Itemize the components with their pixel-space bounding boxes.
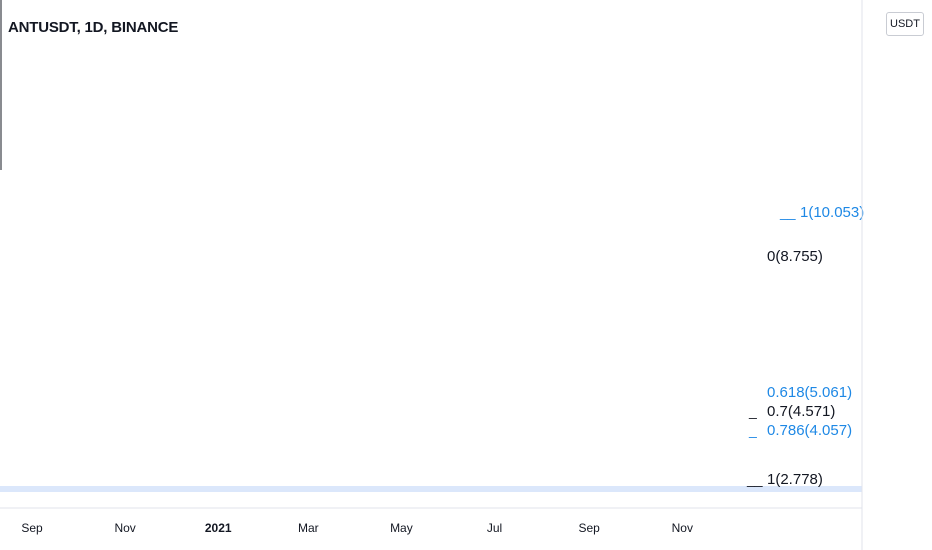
fib-level-label: __ 1(10.053): [779, 204, 864, 221]
x-tick-label: 2021: [205, 521, 232, 535]
fib-label-prefix: _: [748, 422, 757, 438]
x-tick-label: Nov: [114, 521, 135, 535]
currency-button[interactable]: USDT: [886, 12, 924, 36]
fib-label-text: 0.786(4.057): [767, 422, 852, 439]
fib-label-text: 1(2.778): [767, 471, 823, 488]
fib-label-prefix: __: [746, 471, 763, 487]
x-tick-label: May: [390, 521, 413, 535]
fib-label-text: 1(10.053): [800, 204, 864, 221]
fib-label-text: 0(8.755): [767, 248, 823, 265]
support-band: [0, 486, 862, 492]
x-tick-label: Sep: [21, 521, 43, 535]
fib-label-prefix: _: [748, 403, 757, 419]
x-tick-label: Nov: [672, 521, 693, 535]
fib-level-label: _ 0.7(4.571): [748, 403, 835, 420]
fib-label-prefix: __: [779, 204, 796, 220]
fib-label-text: 0.7(4.571): [767, 403, 835, 420]
fib-level-label: 0(8.755): [767, 248, 823, 265]
fib-level-label: _ 0.786(4.057): [748, 422, 852, 439]
fib-label-text: 0.618(5.061): [767, 384, 852, 401]
fib-level-label: __ 1(2.778): [746, 471, 823, 488]
x-tick-label: Sep: [578, 521, 600, 535]
chart-title: ANTUSDT, 1D, BINANCE: [8, 19, 179, 36]
plot-area[interactable]: [0, 0, 862, 492]
fib-level-label: 0.618(5.061): [767, 384, 852, 401]
x-tick-label: Mar: [298, 521, 319, 535]
x-tick-label: Jul: [487, 521, 502, 535]
